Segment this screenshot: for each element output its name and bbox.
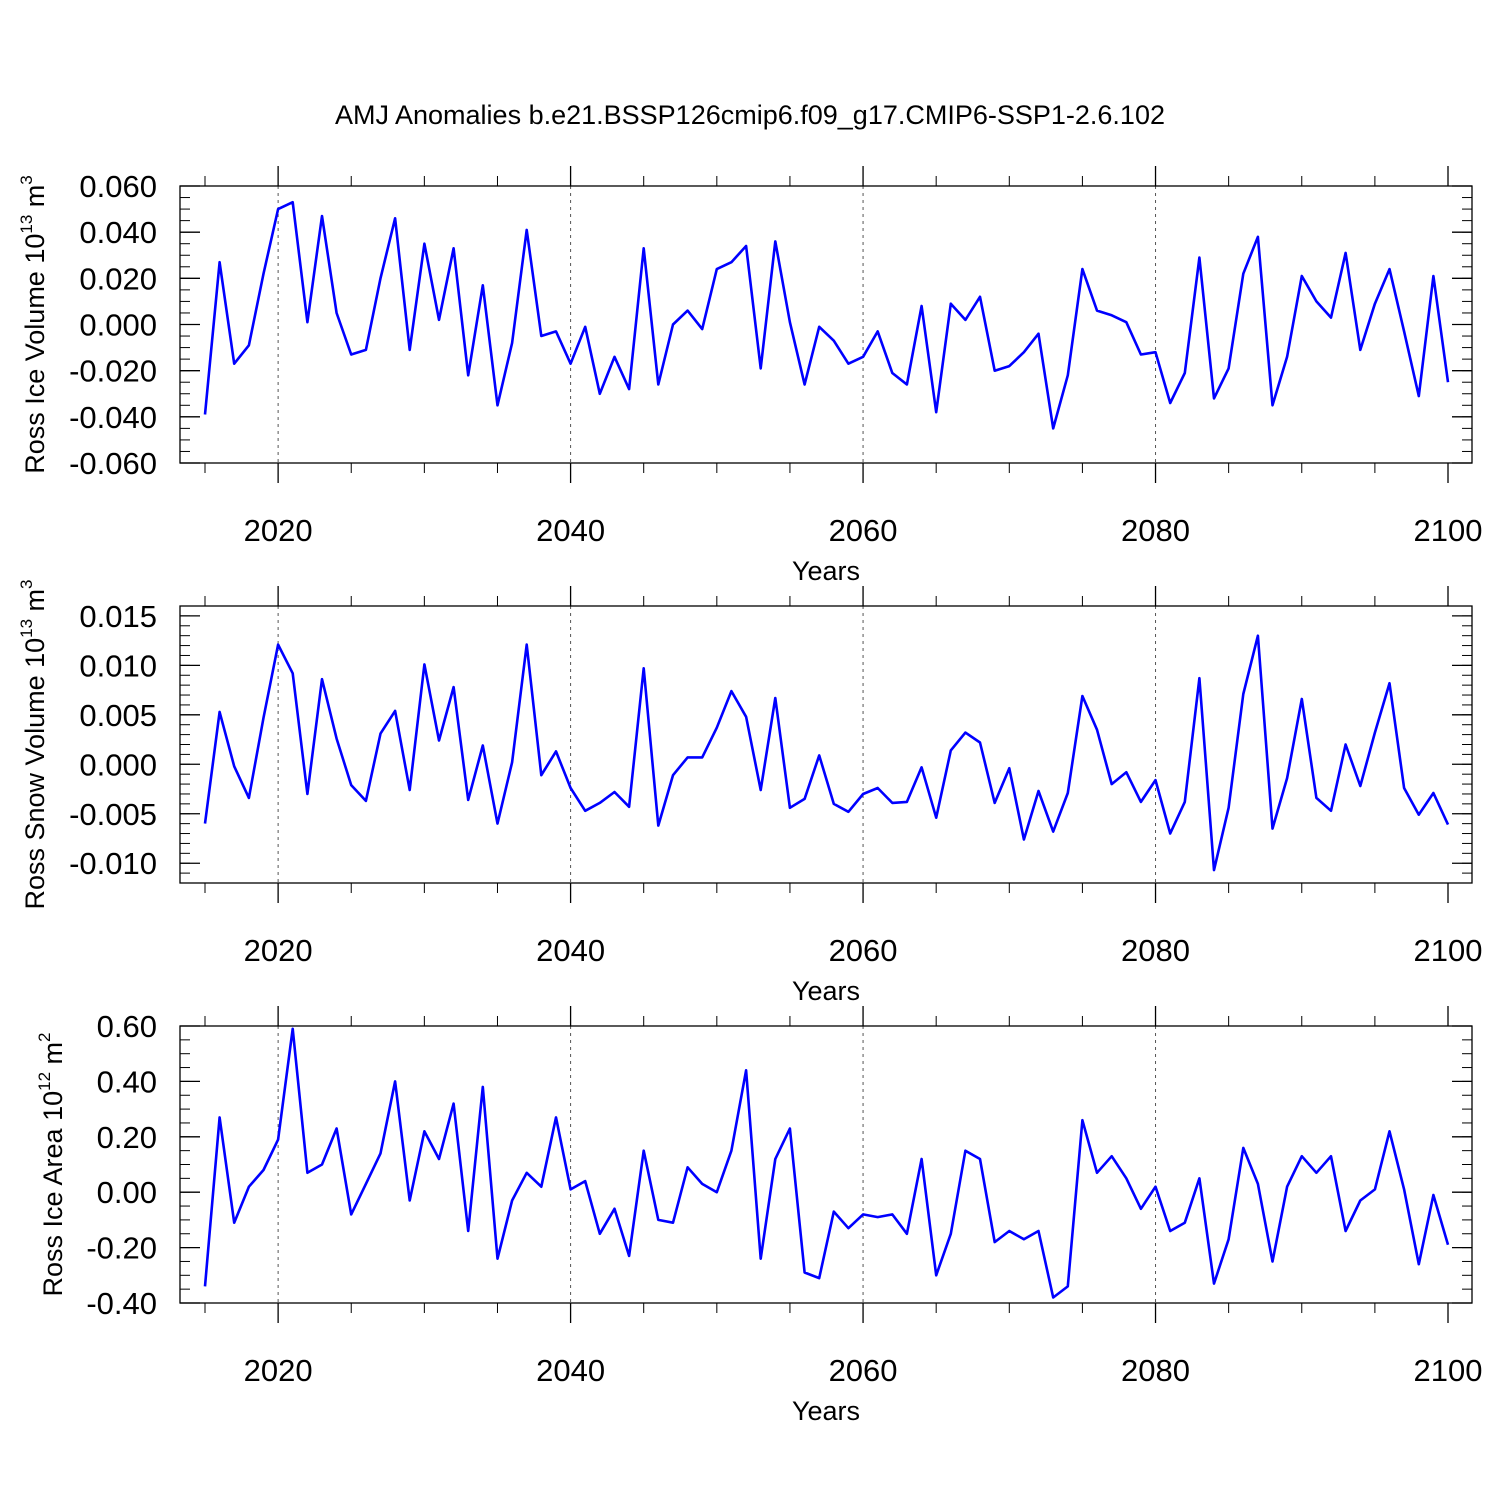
y-tick-label: -0.060 — [69, 446, 157, 481]
y-tick-label: 0.020 — [79, 261, 157, 296]
y-axis-label: Ross Snow Volume 1013 m3 — [17, 579, 50, 909]
y-tick-label: 0.060 — [79, 169, 157, 204]
y-tick-label: 0.005 — [79, 698, 157, 733]
x-tick-label: 2100 — [1414, 1353, 1483, 1388]
chart-panel-1: -0.060 -0.040 -0.020 0.000 0.020 0.040 0.060 20… — [17, 166, 1482, 586]
series-line — [203, 1027, 1450, 1299]
y-tick-label: 0.000 — [79, 747, 157, 782]
y-tick-label: 0.000 — [79, 308, 157, 343]
x-tick-label: 2080 — [1121, 513, 1190, 548]
y-tick-label: -0.40 — [86, 1286, 157, 1321]
y-tick-label: 0.40 — [97, 1064, 157, 1099]
x-tick-label: 2080 — [1121, 1353, 1190, 1388]
x-tick-label: 2040 — [536, 933, 605, 968]
x-tick-label: 2020 — [244, 1353, 313, 1388]
x-tick-label: 2020 — [244, 933, 313, 968]
chart-panel-2: -0.010 -0.005 0.000 0.005 0.010 0.015 2020 2040… — [17, 579, 1482, 1006]
plot-frame — [179, 185, 1473, 464]
y-tick-label: -0.020 — [69, 354, 157, 389]
x-tick-label: 2060 — [829, 513, 898, 548]
y-tick-label: -0.010 — [69, 846, 157, 881]
x-tick-label: 2040 — [536, 1353, 605, 1388]
y-tick-label: 0.60 — [97, 1009, 157, 1044]
y-tick-label: 0.015 — [79, 599, 157, 634]
x-tick-label: 2080 — [1121, 933, 1190, 968]
y-tick-label: -0.20 — [86, 1231, 157, 1266]
series-line — [203, 634, 1450, 872]
y-tick-label: 0.010 — [79, 648, 157, 683]
x-tick-label: 2060 — [829, 1353, 898, 1388]
x-tick-label: 2060 — [829, 933, 898, 968]
x-tick-label: 2020 — [244, 513, 313, 548]
x-axis-label: Years — [792, 1396, 860, 1426]
x-tick-label: 2040 — [536, 513, 605, 548]
x-axis-label: Years — [792, 976, 860, 1006]
y-tick-label: 0.040 — [79, 215, 157, 250]
series-line — [203, 200, 1450, 430]
y-tick-label: -0.005 — [69, 797, 157, 832]
x-axis-label: Years — [792, 556, 860, 586]
figure-title: AMJ Anomalies b.e21.BSSP126cmip6.f09_g17… — [335, 100, 1165, 130]
x-tick-label: 2100 — [1414, 513, 1483, 548]
y-tick-label: 0.00 — [97, 1175, 157, 1210]
x-tick-label: 2100 — [1414, 933, 1483, 968]
y-tick-label: -0.040 — [69, 400, 157, 435]
y-tick-label: 0.20 — [97, 1120, 157, 1155]
y-axis-label: Ross Ice Area 1012 m2 — [35, 1032, 68, 1296]
plot-frame — [179, 605, 1473, 884]
y-axis-label: Ross Ice Volume 1013 m3 — [17, 175, 50, 474]
chart-panel-3: -0.40 -0.20 0.00 0.20 0.40 0.60 2020 2040 2060 20… — [35, 1006, 1482, 1426]
